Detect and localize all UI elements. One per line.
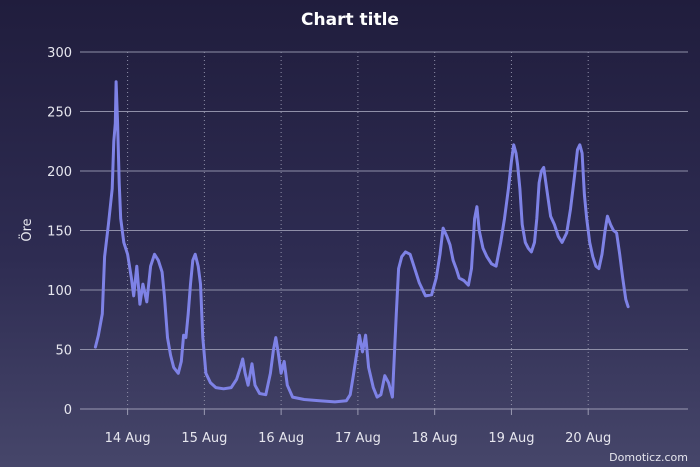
y-tick-label: 200	[47, 165, 72, 180]
y-tick-label: 300	[47, 46, 72, 61]
y-tick-label: 150	[47, 225, 72, 240]
chart-title: Chart title	[301, 10, 399, 30]
x-tick-label: 18 Aug	[412, 431, 458, 446]
y-tick-labels: 0 50 100 150 200 250 300	[47, 46, 72, 418]
credit-link[interactable]: Domoticz.com	[609, 451, 688, 464]
y-tick-label: 100	[47, 284, 72, 299]
x-tick-label: 17 Aug	[335, 431, 381, 446]
y-tick-label: 250	[47, 106, 72, 121]
x-tick-labels: 14 Aug 15 Aug 16 Aug 17 Aug 18 Aug 19 Aug 20 A…	[105, 431, 612, 446]
series-line	[93, 80, 630, 404]
series-layer	[93, 80, 630, 404]
x-tick-label: 15 Aug	[181, 431, 227, 446]
y-tick-label: 50	[55, 344, 72, 359]
x-tick-label: 16 Aug	[258, 431, 304, 446]
x-tick-label: 20 Aug	[565, 431, 611, 446]
y-axis-label: Öre	[18, 218, 35, 241]
y-tick-label: 0	[64, 403, 72, 418]
x-tick-label: 19 Aug	[488, 431, 534, 446]
x-tick-label: 14 Aug	[105, 431, 151, 446]
